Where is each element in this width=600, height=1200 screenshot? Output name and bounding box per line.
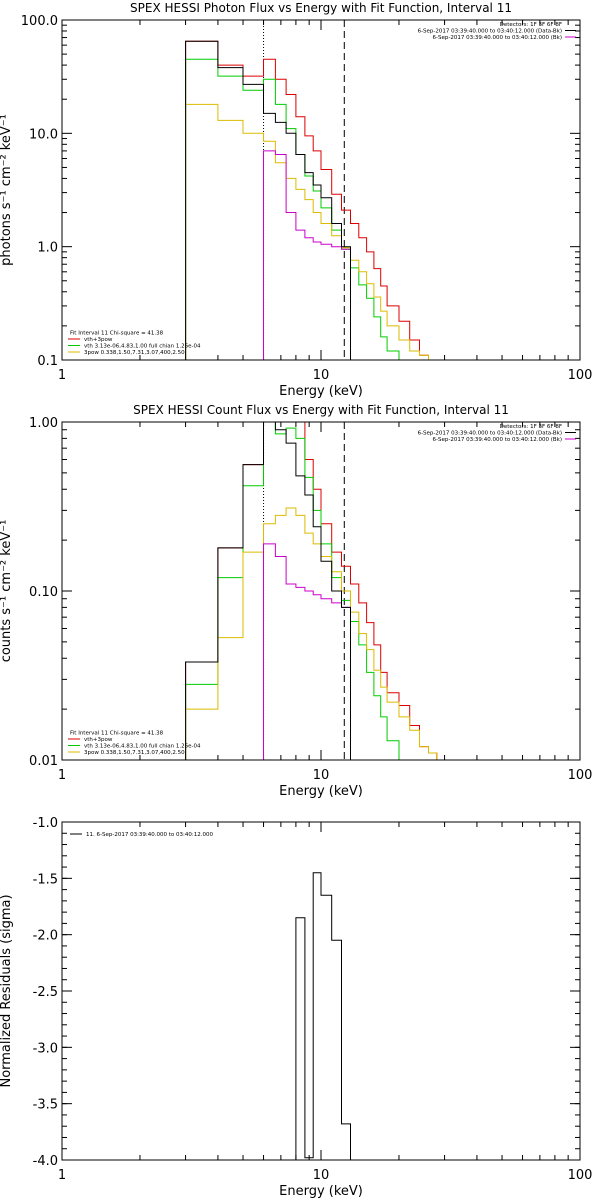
series-vth-3pow <box>185 40 437 360</box>
legend-bottom-left-entry: 3pow 0.338,1.50,7.31,3.07,400,2.50 <box>84 750 185 756</box>
x-tick-label: 100 <box>568 768 593 783</box>
panel-2: SPEX HESSI Count Flux vs Energy with Fit… <box>0 403 592 799</box>
chart-title: SPEX HESSI Count Flux vs Energy with Fit… <box>133 403 509 417</box>
x-axis-label: Energy (keV) <box>279 784 363 799</box>
series-group <box>295 872 351 1160</box>
legend-bottom-left-entry: vth 3.13e-06,4.83,1.00 full chian 1.26e-… <box>84 344 201 350</box>
x-axis-label: Energy (keV) <box>279 384 363 399</box>
legend-top-right-entry: 6-Sep-2017 03:39:40.000 to 03:40:12.000 … <box>433 437 563 443</box>
series-data-bk <box>185 40 351 360</box>
series-group <box>185 40 437 360</box>
legend-bottom-left-entry: vth 3.13e-06,4.83,1.00 full chian 1.26e-… <box>84 744 201 750</box>
y-tick-label: -4.0 <box>33 1154 58 1169</box>
x-tick-label: 10 <box>313 768 330 783</box>
y-axis-label: Normalized Residuals (sigma) <box>0 894 14 1087</box>
y-axis-label: counts s⁻¹ cm⁻² keV⁻¹ <box>0 520 14 663</box>
x-tick-label: 10 <box>313 1168 330 1183</box>
legend-top-right-entry: Detectors: 1F 3F 6F 8F <box>500 424 562 430</box>
plot-frame <box>61 19 581 361</box>
plot-frame <box>61 821 581 1161</box>
y-tick-label: -1.0 <box>33 816 58 831</box>
series-bk <box>263 543 351 760</box>
y-tick-label: 0.01 <box>29 754 58 769</box>
x-tick-label: 1 <box>58 1168 66 1183</box>
x-tick-label: 100 <box>568 368 593 383</box>
series-bk <box>263 150 351 360</box>
y-tick-label: 1.00 <box>29 416 58 431</box>
y-tick-label: -2.5 <box>33 985 58 1000</box>
y-tick-label: -3.0 <box>33 1041 58 1056</box>
series-vth-3pow <box>185 422 445 760</box>
panel-1: SPEX HESSI Photon Flux vs Energy with Fi… <box>0 1 592 399</box>
series-vth <box>185 422 410 760</box>
legend-bottom-left-header: Fit Interval 11 Chi-square = 41.38 <box>70 331 164 337</box>
y-axis-label: photons s⁻¹ cm⁻² keV⁻¹ <box>0 114 14 266</box>
x-tick-label: 10 <box>313 368 330 383</box>
panel-3: 1 10 100 -4.0 -3.5 -3.0 -2.5 -2.0 -1.5 -1.0 Energy… <box>0 816 592 1199</box>
series-data-bk <box>185 422 351 760</box>
legend-top-right-entry: 6-Sep-2017 03:39:40.000 to 03:40:12.000 … <box>433 35 563 41</box>
y-tick-label: 10.0 <box>29 127 58 142</box>
series-group <box>185 422 445 760</box>
x-axis-label: Energy (keV) <box>279 1184 363 1199</box>
x-tick-label: 100 <box>568 1168 593 1183</box>
y-tick-label: -1.5 <box>33 872 58 887</box>
legend-bottom-left-entry: vth+3pow <box>84 737 113 743</box>
y-tick-label: 100.0 <box>21 14 58 29</box>
y-tick-label: -3.5 <box>33 1098 58 1113</box>
chart-title: SPEX HESSI Photon Flux vs Energy with Fi… <box>130 1 512 15</box>
y-tick-label: 1.0 <box>37 241 58 256</box>
y-tick-label: 0.1 <box>37 354 58 369</box>
series-residuals <box>295 872 351 1160</box>
x-tick-label: 1 <box>58 368 66 383</box>
legend-bottom-left-entry: vth+3pow <box>84 337 113 343</box>
legend-top-right-entry: 6-Sep-2017 03:39:40.000 to 03:40:12.000 … <box>418 431 562 437</box>
legend-top-right-entry: Detectors: 1F 3F 6F 8F <box>500 22 562 28</box>
legend-bottom-left-header: Fit Interval 11 Chi-square = 41.38 <box>70 731 164 737</box>
y-tick-label: 0.10 <box>29 585 58 600</box>
plot-frame <box>61 421 581 761</box>
legend-top-right-entry: 6-Sep-2017 03:39:40.000 to 03:40:12.000 … <box>418 29 562 35</box>
legend-bottom-left-entry: 3pow 0.338,1.50,7.31,3.07,400,2.50 <box>84 350 185 356</box>
x-tick-label: 1 <box>58 768 66 783</box>
series-3pow <box>185 507 445 760</box>
y-tick-label: -2.0 <box>33 929 58 944</box>
legend-top-left-entry: 11. 6-Sep-2017 03:39:40.000 to 03:40:12.… <box>86 832 213 838</box>
